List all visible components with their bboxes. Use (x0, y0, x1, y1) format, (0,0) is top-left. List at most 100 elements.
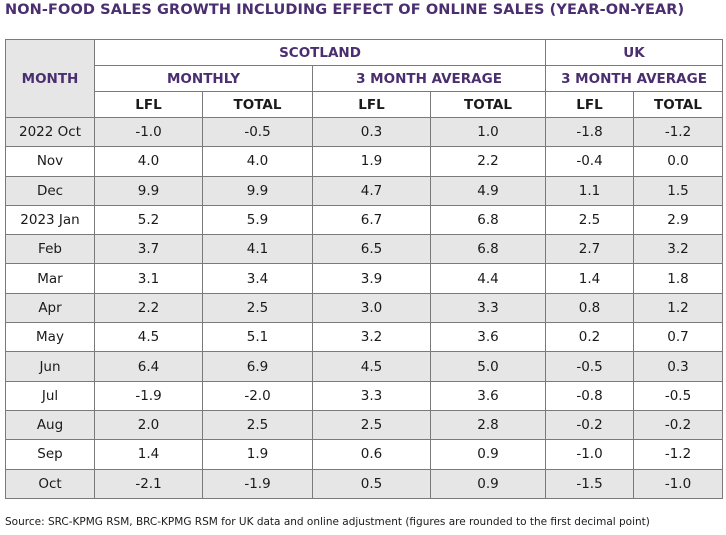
value-cell: 1.4 (545, 263, 634, 294)
value-cell: 9.9 (202, 175, 313, 206)
value-cell: -0.4 (545, 146, 634, 177)
value-cell: 6.4 (94, 351, 203, 382)
value-cell: 5.9 (202, 204, 313, 236)
value-cell: 3.2 (312, 322, 431, 353)
source-note: Source: SRC-KPMG RSM, BRC-KPMG RSM for U… (5, 516, 650, 528)
month-cell: 2022 Oct (5, 116, 95, 148)
value-cell: 0.7 (633, 322, 723, 353)
value-cell: -0.8 (545, 380, 634, 411)
value-cell: 4.1 (202, 234, 313, 265)
value-cell: -0.5 (545, 351, 634, 382)
value-cell: -0.2 (545, 409, 634, 441)
col-header: LFL (94, 91, 203, 118)
value-cell: -1.0 (94, 116, 203, 148)
month-cell: 2023 Jan (5, 204, 95, 236)
value-cell: 3.7 (94, 234, 203, 265)
value-cell: 1.9 (202, 439, 313, 470)
scotland-header: SCOTLAND (94, 39, 546, 66)
value-cell: 5.2 (94, 204, 203, 236)
value-cell: 2.5 (545, 204, 634, 236)
value-cell: 2.8 (430, 409, 546, 441)
value-cell: -0.5 (633, 380, 723, 411)
scotland-3m-avg-header: 3 MONTH AVERAGE (312, 65, 546, 92)
value-cell: -2.1 (94, 468, 203, 499)
value-cell: 6.9 (202, 351, 313, 382)
table-row: Oct -2.1 -1.9 0.5 0.9 -1.5 -1.0 (5, 468, 723, 499)
value-cell: 2.2 (94, 292, 203, 324)
col-header: TOTAL (202, 91, 313, 118)
value-cell: 4.4 (430, 263, 546, 294)
value-cell: -1.5 (545, 468, 634, 499)
month-cell: Apr (5, 292, 95, 324)
value-cell: 6.8 (430, 234, 546, 265)
month-cell: Feb (5, 234, 95, 265)
value-cell: 5.1 (202, 322, 313, 353)
month-cell: Dec (5, 175, 95, 206)
col-header: LFL (312, 91, 431, 118)
month-cell: Aug (5, 409, 95, 441)
value-cell: 3.2 (633, 234, 723, 265)
table-row: Feb 3.7 4.1 6.5 6.8 2.7 3.2 (5, 234, 723, 265)
value-cell: -1.9 (94, 380, 203, 411)
value-cell: 2.7 (545, 234, 634, 265)
value-cell: 4.5 (94, 322, 203, 353)
value-cell: 0.3 (312, 116, 431, 148)
value-cell: 0.8 (545, 292, 634, 324)
value-cell: 6.7 (312, 204, 431, 236)
value-cell: -1.8 (545, 116, 634, 148)
value-cell: 4.7 (312, 175, 431, 206)
value-cell: 3.3 (312, 380, 431, 411)
table-row: Nov 4.0 4.0 1.9 2.2 -0.4 0.0 (5, 146, 723, 177)
table-row: 2023 Jan 5.2 5.9 6.7 6.8 2.5 2.9 (5, 204, 723, 236)
value-cell: -0.5 (202, 116, 313, 148)
value-cell: 4.0 (94, 146, 203, 177)
value-cell: 6.5 (312, 234, 431, 265)
value-cell: 1.8 (633, 263, 723, 294)
value-cell: 6.8 (430, 204, 546, 236)
col-header: TOTAL (633, 91, 723, 118)
value-cell: 4.5 (312, 351, 431, 382)
value-cell: -1.9 (202, 468, 313, 499)
value-cell: 9.9 (94, 175, 203, 206)
sales-table: MONTH SCOTLAND UK MONTHLY 3 MONTH AVERAG… (5, 39, 723, 499)
value-cell: 2.5 (202, 409, 313, 441)
value-cell: 0.2 (545, 322, 634, 353)
value-cell: -0.2 (633, 409, 723, 441)
table-row: Dec 9.9 9.9 4.7 4.9 1.1 1.5 (5, 175, 723, 206)
value-cell: -1.2 (633, 116, 723, 148)
value-cell: 2.0 (94, 409, 203, 441)
value-cell: 3.6 (430, 322, 546, 353)
table-row: Apr 2.2 2.5 3.0 3.3 0.8 1.2 (5, 292, 723, 324)
table-row: 2022 Oct -1.0 -0.5 0.3 1.0 -1.8 -1.2 (5, 116, 723, 148)
uk-header: UK (545, 39, 723, 66)
table-row: Sep 1.4 1.9 0.6 0.9 -1.0 -1.2 (5, 439, 723, 470)
value-cell: 3.3 (430, 292, 546, 324)
value-cell: -2.0 (202, 380, 313, 411)
table-row: Mar 3.1 3.4 3.9 4.4 1.4 1.8 (5, 263, 723, 294)
value-cell: 0.0 (633, 146, 723, 177)
page-title: NON-FOOD SALES GROWTH INCLUDING EFFECT O… (5, 2, 685, 18)
value-cell: 0.9 (430, 468, 546, 499)
month-cell: Mar (5, 263, 95, 294)
value-cell: 3.9 (312, 263, 431, 294)
value-cell: 5.0 (430, 351, 546, 382)
value-cell: 2.5 (312, 409, 431, 441)
value-cell: 0.5 (312, 468, 431, 499)
monthly-header: MONTHLY (94, 65, 313, 92)
month-cell: Jul (5, 380, 95, 411)
value-cell: 4.0 (202, 146, 313, 177)
month-cell: Nov (5, 146, 95, 177)
month-cell: May (5, 322, 95, 353)
value-cell: 3.4 (202, 263, 313, 294)
value-cell: 1.2 (633, 292, 723, 324)
uk-3m-avg-header: 3 MONTH AVERAGE (545, 65, 723, 92)
value-cell: 1.4 (94, 439, 203, 470)
value-cell: 2.9 (633, 204, 723, 236)
month-cell: Sep (5, 439, 95, 470)
col-header: TOTAL (430, 91, 546, 118)
value-cell: 2.2 (430, 146, 546, 177)
table-row: Aug 2.0 2.5 2.5 2.8 -0.2 -0.2 (5, 409, 723, 441)
value-cell: 3.6 (430, 380, 546, 411)
month-cell: Oct (5, 468, 95, 499)
value-cell: 3.1 (94, 263, 203, 294)
